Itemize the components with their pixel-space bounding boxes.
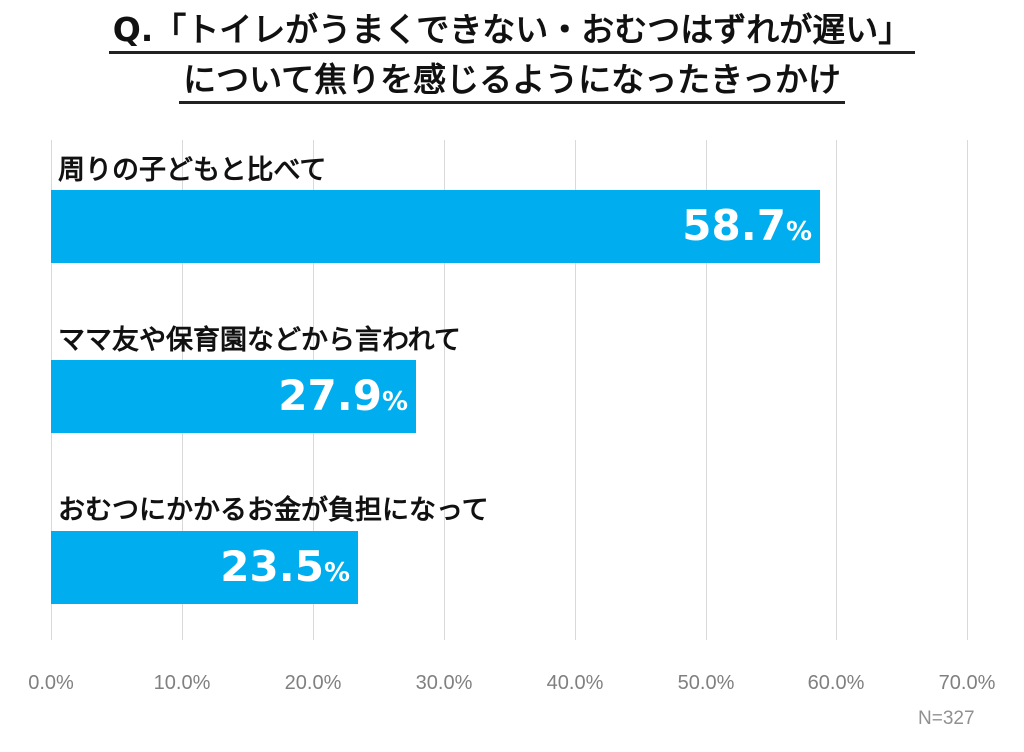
x-tick-label: 40.0% [546,672,604,694]
sample-size-label: N=327 [918,708,975,729]
bar: 23.5% [51,531,358,604]
chart-title-line-1: Q.「トイレがうまくできない・おむつはずれが遅い」 [0,10,1024,54]
gridline [967,140,968,640]
gridline [706,140,707,640]
gridline [836,140,837,640]
bar: 58.7% [51,190,820,263]
gridline [444,140,445,640]
category-label: おむつにかかるお金が負担になって [58,495,489,526]
x-tick-label: 20.0% [284,672,342,694]
bar-value-label: 58.7% [682,201,812,250]
bar: 27.9% [51,360,416,433]
x-tick-label: 60.0% [807,672,865,694]
x-tick-label: 30.0% [415,672,473,694]
x-tick-label: 10.0% [153,672,211,694]
chart-title-line-2: について焦りを感じるようになったきっかけ [0,60,1024,104]
gridline [575,140,576,640]
bar-value-label: 23.5% [220,542,350,591]
x-tick-label: 70.0% [938,672,996,694]
x-tick-label: 50.0% [677,672,735,694]
category-label: ママ友や保育園などから言われて [58,325,461,356]
category-label: 周りの子どもと比べて [58,155,327,186]
x-tick-label: 0.0% [28,672,74,694]
bar-value-label: 27.9% [278,371,408,420]
